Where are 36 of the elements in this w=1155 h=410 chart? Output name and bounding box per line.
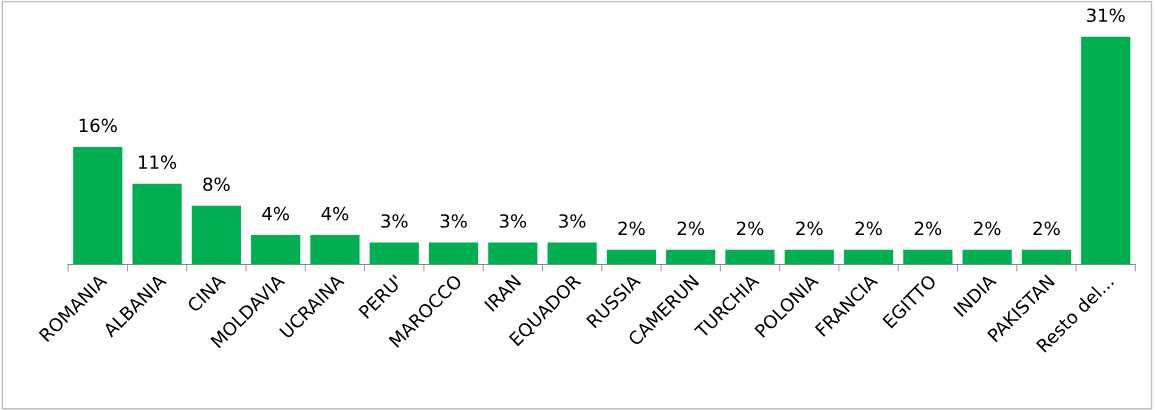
data-label: 2% [1033,221,1060,236]
bar [251,235,301,265]
data-label: 11% [139,155,177,170]
bar [132,183,182,265]
bar [962,249,1012,265]
bar [310,235,360,265]
data-label: 2% [914,221,942,236]
bar [666,249,716,265]
bar [843,249,894,265]
bar [784,249,834,265]
bar [725,249,775,265]
data-label: 3% [559,214,586,228]
bar [606,249,657,265]
data-label: 3% [381,214,408,228]
bar [488,242,538,265]
data-label: 31% [1087,8,1125,23]
data-label: 2% [677,221,705,236]
bar [1021,249,1072,265]
data-label: 4% [321,206,349,221]
data-label: 16% [79,118,117,133]
data-label: 8% [203,177,230,192]
bar [428,242,479,265]
bar [1081,36,1131,265]
data-label: 2% [796,221,823,236]
bar [73,146,123,265]
bar [369,242,419,265]
data-label: 4% [262,206,289,221]
data-label: 2% [736,221,764,236]
data-label: 2% [618,221,645,236]
data-label: 3% [440,214,467,228]
bar [547,242,597,265]
bar [191,205,241,265]
data-label: 2% [855,221,882,236]
data-label: 2% [974,221,1001,236]
data-label: 3% [499,214,527,228]
bar [903,249,953,265]
